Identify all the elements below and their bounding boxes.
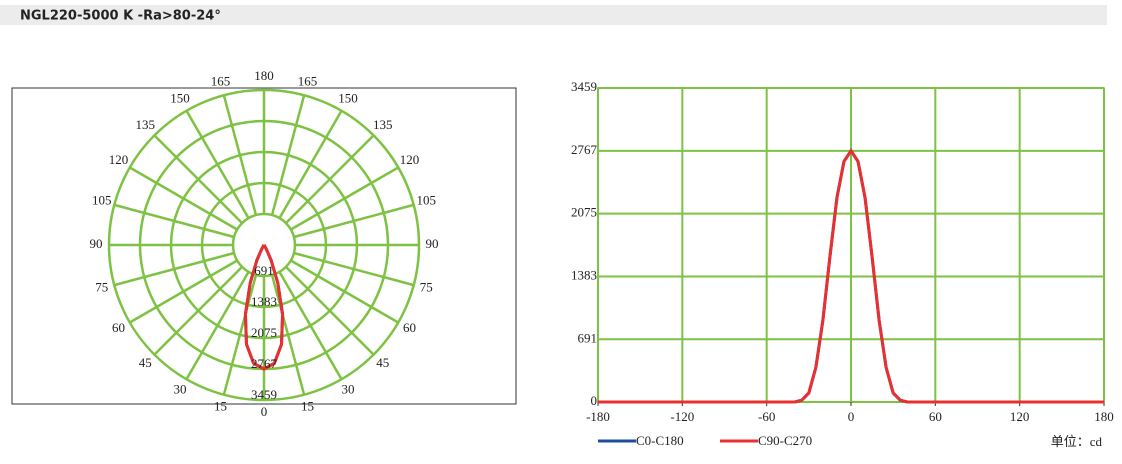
angle-label: 60 [112, 320, 125, 335]
angle-label: 75 [420, 279, 433, 294]
legend-label: C0-C180 [636, 433, 684, 448]
radial-label: 3459 [251, 387, 277, 402]
angle-label: 75 [95, 279, 108, 294]
angle-label: 135 [373, 117, 393, 132]
ring [231, 212, 297, 278]
angle-label: 120 [109, 152, 129, 167]
radial-label: 691 [254, 263, 274, 278]
angle-label: 135 [135, 117, 155, 132]
angle-label: 45 [376, 355, 389, 370]
x-tick-label: -60 [758, 409, 775, 424]
legend-label: C90-C270 [758, 433, 812, 448]
angle-label: 150 [338, 90, 358, 105]
ring [169, 150, 359, 340]
angle-label: 90 [426, 236, 439, 251]
angle-label: 90 [90, 236, 103, 251]
y-tick-label: 691 [578, 330, 598, 345]
angle-label: 15 [301, 398, 314, 413]
ring [107, 88, 421, 402]
y-tick-label: 3459 [571, 79, 597, 94]
series-line [598, 148, 1104, 404]
angle-label: 60 [403, 320, 416, 335]
angle-label: 120 [400, 152, 420, 167]
angle-label: 105 [417, 193, 437, 208]
y-tick-label: 0 [591, 393, 598, 408]
x-tick-label: -180 [586, 409, 610, 424]
radial-label: 1383 [251, 294, 277, 309]
y-tick-label: 1383 [571, 267, 597, 282]
polar-curve [243, 244, 285, 371]
radial-label: 2767 [251, 356, 278, 371]
x-tick-label: -120 [670, 409, 694, 424]
header-bar [0, 5, 1107, 25]
angle-label: 150 [170, 90, 190, 105]
angle-label: 15 [214, 398, 227, 413]
angle-label: 165 [298, 74, 318, 89]
angle-label: 180 [254, 68, 274, 83]
angle-label: 45 [139, 355, 152, 370]
x-tick-label: 180 [1094, 409, 1114, 424]
unit-label: 单位：cd [1051, 434, 1103, 449]
x-tick-label: 60 [929, 409, 942, 424]
radial-label: 2075 [251, 325, 277, 340]
angle-label: 0 [261, 404, 268, 419]
polar-frame [11, 87, 517, 405]
y-tick-label: 2075 [571, 205, 597, 220]
x-tick-label: 0 [848, 409, 855, 424]
angle-label: 30 [174, 381, 187, 396]
header-title: NGL220-5000 K -Ra>80-24° [20, 9, 221, 24]
y-tick-label: 2767 [571, 142, 598, 157]
ring [200, 181, 328, 309]
x-tick-label: 120 [1010, 409, 1030, 424]
angle-label: 105 [92, 193, 112, 208]
angle-label: 165 [211, 74, 231, 89]
angle-label: 30 [342, 381, 355, 396]
